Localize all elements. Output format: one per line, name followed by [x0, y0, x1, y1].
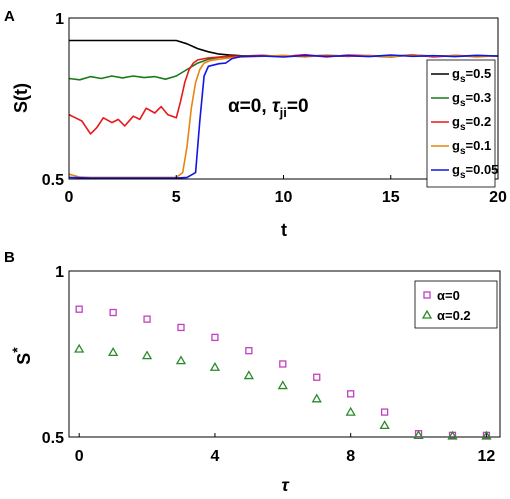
data-point-triangle	[345, 406, 356, 416]
legend-label: α=0.2	[437, 308, 471, 323]
x-axis-label: t	[281, 220, 287, 240]
legend-label-eq: =0.05	[466, 162, 499, 177]
annotation-part: =0	[287, 96, 309, 117]
panel-a-label: A	[4, 8, 15, 25]
data-point-triangle	[481, 430, 492, 440]
series-line-005	[68, 54, 499, 179]
legend-label-main: g	[452, 138, 460, 153]
data-point-square	[109, 308, 117, 317]
x-tick-label: 8	[346, 448, 355, 465]
legend-label: gs=0.3	[452, 90, 491, 109]
x-tick-label: 15	[382, 189, 400, 206]
legend-label-main: g	[452, 162, 460, 177]
y-tick-label: 0.5	[42, 172, 64, 189]
x-tick-label: 4	[210, 448, 219, 465]
data-point-square	[313, 373, 321, 381]
legend-label-main: g	[452, 114, 460, 129]
legend-label-sub: s	[460, 122, 466, 133]
x-tick-label: 0	[65, 189, 74, 206]
x-tick-label: 5	[172, 189, 181, 206]
y-tick-label: 1	[55, 264, 64, 281]
data-point-triangle	[413, 430, 424, 439]
legend-label-eq: =0.5	[466, 66, 492, 81]
x-tick-label: 0	[75, 448, 84, 465]
legend-label-eq: =0.3	[466, 90, 492, 105]
y-axis-label-sup: *	[9, 347, 25, 353]
legend-label-sub: s	[460, 98, 466, 109]
legend-label: gs=0.2	[452, 114, 491, 133]
y-axis-label: S*	[9, 347, 34, 365]
legend-label: α=0	[437, 288, 460, 303]
panel-b-label: B	[4, 249, 15, 266]
data-point-square	[245, 347, 253, 355]
y-tick-label: 0.5	[42, 430, 64, 447]
legend-label-sub: s	[460, 170, 466, 181]
legend-box	[426, 59, 496, 188]
legend-label-eq: =0.2	[466, 114, 492, 129]
y-tick-label: 1	[55, 11, 64, 28]
legend-label: gs=0.1	[452, 138, 491, 157]
panel-b-plot: 0 4 8 12 0.5 1 τ S* α=0 α=0.2	[9, 264, 501, 495]
data-point-triangle	[175, 355, 187, 365]
data-point-triangle	[209, 361, 221, 371]
data-point-triangle	[447, 430, 458, 440]
data-point-triangle	[141, 350, 153, 360]
legend-box-b	[414, 280, 498, 329]
legend-label: gs=0.05	[452, 162, 498, 181]
data-point-triangle	[379, 420, 390, 430]
data-point-triangle	[243, 370, 254, 380]
y-axis-label-main: S	[14, 353, 34, 365]
data-point-square	[380, 408, 389, 416]
x-tick-label: 12	[478, 448, 496, 465]
legend-label-sub: s	[460, 146, 466, 157]
legend-label-main: g	[452, 90, 460, 105]
x-tick-label: 20	[489, 189, 507, 206]
legend-label-eq: =0.1	[466, 138, 492, 153]
annotation-part: τ	[272, 96, 281, 117]
data-point-triangle	[107, 347, 119, 356]
x-axis-label: τ	[281, 475, 290, 495]
data-point-square	[75, 305, 83, 313]
data-point-square	[177, 323, 185, 332]
plot-area-a	[69, 18, 498, 179]
annotation-part: ji	[279, 105, 287, 120]
legend-label-main: g	[452, 66, 460, 81]
legend-marker	[421, 309, 433, 319]
annotation-part: α=0,	[228, 96, 272, 117]
data-point-triangle	[311, 393, 322, 403]
data-point-triangle	[277, 380, 288, 390]
data-point-triangle	[74, 343, 85, 353]
legend-label: gs=0.5	[452, 66, 491, 85]
data-point-square	[347, 390, 355, 398]
legend-marker	[423, 291, 431, 299]
x-tick-label: 10	[275, 189, 293, 206]
data-point-square	[211, 333, 219, 342]
y-axis-label: S(t)	[11, 83, 31, 113]
data-point-square	[143, 315, 151, 323]
annotation: α=0, τji=0	[228, 96, 309, 120]
legend-label-sub: s	[460, 74, 466, 85]
data-point-square	[279, 360, 287, 368]
